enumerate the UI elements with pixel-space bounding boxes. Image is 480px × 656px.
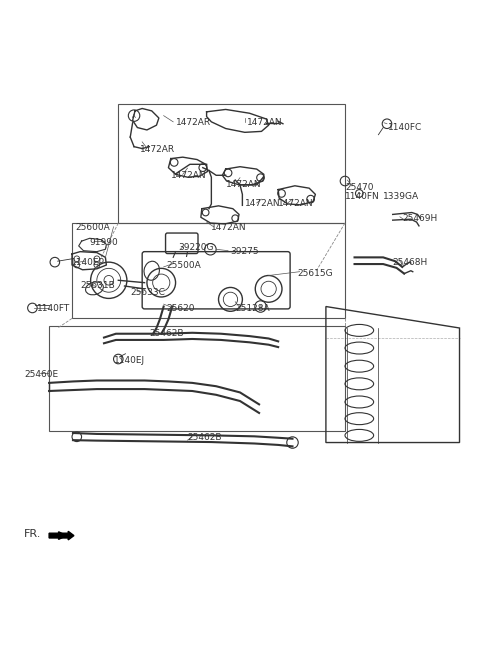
Text: 1472AN: 1472AN [245,199,280,209]
Text: 25469H: 25469H [402,214,437,223]
Text: 25460E: 25460E [24,370,59,379]
Bar [49,325,345,430]
Text: 25631B: 25631B [80,281,115,289]
Text: 91990: 91990 [90,237,119,247]
Text: 25600A: 25600A [75,223,110,232]
Bar [118,104,345,223]
Text: 25462B: 25462B [149,329,184,338]
Text: 1140FN: 1140FN [345,192,380,201]
Text: 1472AR: 1472AR [176,118,211,127]
Text: 1472AN: 1472AN [211,223,247,232]
Text: 1140FC: 1140FC [388,123,422,132]
Text: 1472AN: 1472AN [226,180,261,190]
FancyArrow shape [49,531,74,540]
Text: 1140FT: 1140FT [37,304,71,314]
Text: 1472AN: 1472AN [247,118,283,127]
Text: 39275: 39275 [230,247,259,256]
Text: 25470: 25470 [345,183,373,192]
Text: 25620: 25620 [166,304,194,314]
Text: 25500A: 25500A [166,260,201,270]
Text: 25462B: 25462B [188,433,222,442]
Text: 25468H: 25468H [393,258,428,266]
Text: A: A [259,304,263,310]
Text: A: A [132,114,136,119]
Text: 1472AN: 1472AN [171,171,206,180]
Text: 1472AR: 1472AR [140,144,175,154]
Text: 39220G: 39220G [178,243,214,253]
Text: 1339GA: 1339GA [383,192,420,201]
Text: 1140EP: 1140EP [71,258,105,266]
Text: 25633C: 25633C [130,288,165,297]
Text: FR.: FR. [24,529,42,539]
Text: 25615G: 25615G [297,268,333,277]
Text: 25128A: 25128A [235,304,270,314]
Text: 1472AN: 1472AN [278,199,314,209]
Bar [72,223,345,318]
Text: 1140EJ: 1140EJ [114,356,144,365]
